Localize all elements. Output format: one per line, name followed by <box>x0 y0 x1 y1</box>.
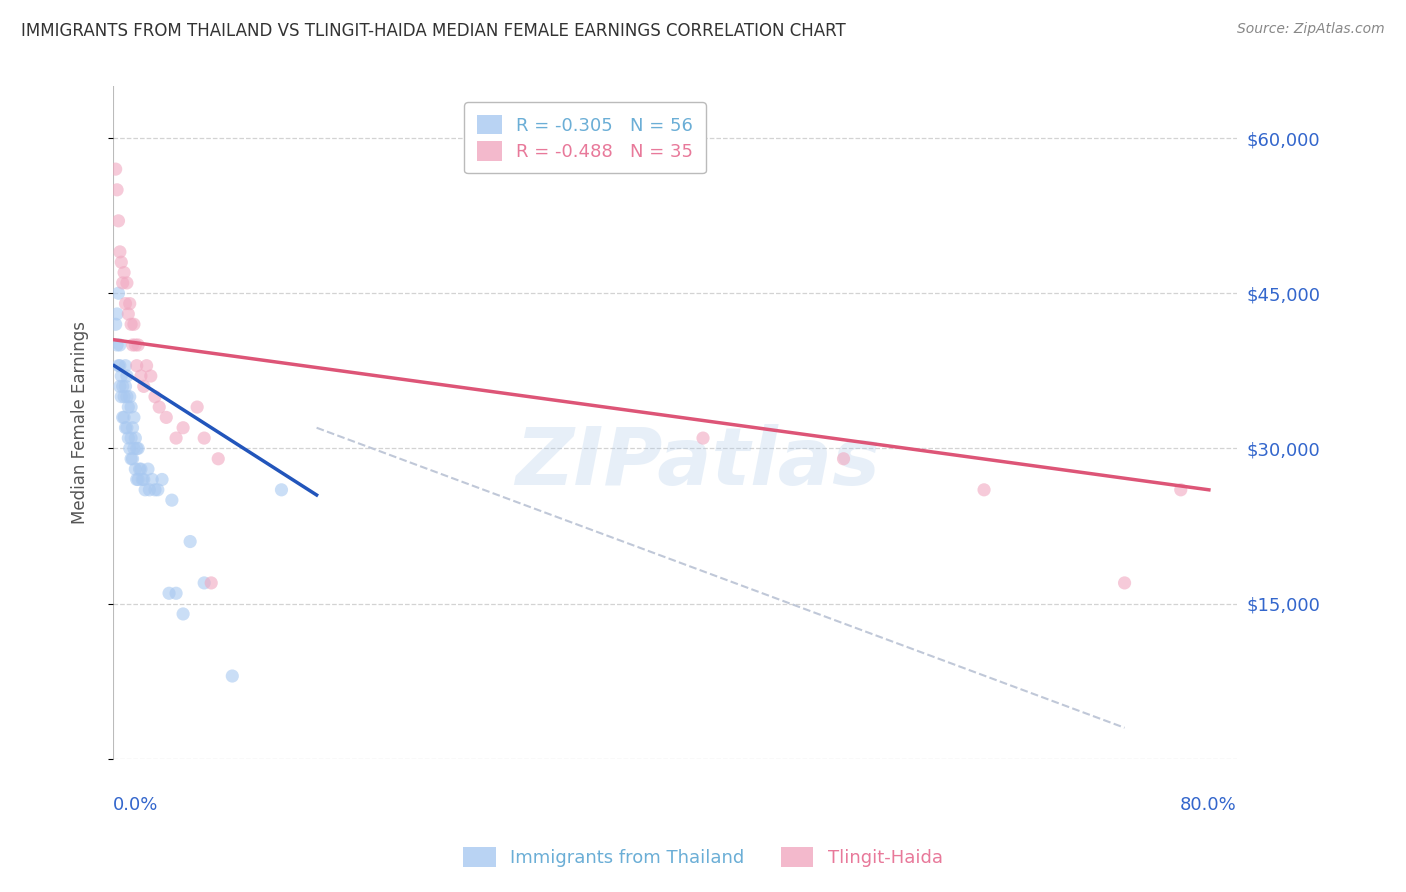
Point <box>270 483 292 497</box>
Point <box>104 162 127 177</box>
Text: 80.0%: 80.0% <box>1180 796 1237 814</box>
Point <box>122 442 145 456</box>
Point <box>120 400 142 414</box>
Point <box>111 379 134 393</box>
Point <box>1170 483 1192 497</box>
Point <box>120 451 142 466</box>
Point <box>207 451 229 466</box>
Point <box>108 379 131 393</box>
Point <box>221 669 243 683</box>
Point <box>114 296 136 310</box>
Point <box>832 451 855 466</box>
Point <box>114 379 136 393</box>
Point <box>692 431 714 445</box>
Point <box>120 431 142 445</box>
Point <box>125 442 148 456</box>
Point <box>973 483 995 497</box>
Point <box>112 410 135 425</box>
Point <box>111 276 134 290</box>
Point <box>200 575 222 590</box>
Point <box>105 338 128 352</box>
Y-axis label: Median Female Earnings: Median Female Earnings <box>72 321 89 524</box>
Point <box>107 214 129 228</box>
Point <box>121 338 143 352</box>
Point <box>110 255 132 269</box>
Point <box>117 431 139 445</box>
Text: Source: ZipAtlas.com: Source: ZipAtlas.com <box>1237 22 1385 37</box>
Point <box>114 421 136 435</box>
Point <box>1114 575 1136 590</box>
Point <box>121 451 143 466</box>
Point <box>120 318 142 332</box>
Text: IMMIGRANTS FROM THAILAND VS TLINGIT-HAIDA MEDIAN FEMALE EARNINGS CORRELATION CHA: IMMIGRANTS FROM THAILAND VS TLINGIT-HAID… <box>21 22 846 40</box>
Point <box>135 359 157 373</box>
Text: ZIPatlas: ZIPatlas <box>515 424 880 502</box>
Point <box>138 483 160 497</box>
Point <box>108 338 131 352</box>
Point <box>105 183 128 197</box>
Point <box>112 390 135 404</box>
Point <box>110 369 132 384</box>
Point <box>111 410 134 425</box>
Point <box>117 307 139 321</box>
Point <box>127 338 149 352</box>
Point <box>122 318 145 332</box>
Point <box>129 369 152 384</box>
Point <box>129 462 152 476</box>
Text: 0.0%: 0.0% <box>112 796 159 814</box>
Point <box>139 369 162 384</box>
Legend: Immigrants from Thailand, Tlingit-Haida: Immigrants from Thailand, Tlingit-Haida <box>456 839 950 874</box>
Point <box>122 410 145 425</box>
Point <box>132 473 155 487</box>
Point <box>107 359 129 373</box>
Point <box>148 400 170 414</box>
Point <box>193 575 215 590</box>
Point <box>124 462 146 476</box>
Point <box>105 307 128 321</box>
Point <box>165 586 187 600</box>
Point <box>114 359 136 373</box>
Point <box>127 473 149 487</box>
Point <box>160 493 183 508</box>
Point <box>179 534 201 549</box>
Point <box>127 442 149 456</box>
Point <box>115 369 138 384</box>
Point <box>155 410 177 425</box>
Point <box>107 286 129 301</box>
Point <box>108 244 131 259</box>
Point <box>118 296 141 310</box>
Point <box>125 359 148 373</box>
Point <box>131 473 153 487</box>
Point <box>115 421 138 435</box>
Point <box>104 318 127 332</box>
Point <box>118 442 141 456</box>
Point <box>157 586 180 600</box>
Point <box>124 338 146 352</box>
Point <box>150 473 173 487</box>
Point <box>165 431 187 445</box>
Point <box>172 421 194 435</box>
Point <box>125 473 148 487</box>
Point <box>193 431 215 445</box>
Point <box>112 266 135 280</box>
Point <box>118 390 141 404</box>
Point <box>110 390 132 404</box>
Point <box>117 400 139 414</box>
Point <box>115 276 138 290</box>
Point <box>143 390 166 404</box>
Point <box>108 359 131 373</box>
Point <box>132 379 155 393</box>
Point <box>121 421 143 435</box>
Point <box>136 462 159 476</box>
Point <box>146 483 169 497</box>
Point <box>143 483 166 497</box>
Point <box>128 462 150 476</box>
Point <box>124 431 146 445</box>
Point <box>186 400 208 414</box>
Point <box>134 483 156 497</box>
Point <box>141 473 163 487</box>
Point <box>172 607 194 621</box>
Legend: R = -0.305   N = 56, R = -0.488   N = 35: R = -0.305 N = 56, R = -0.488 N = 35 <box>464 102 706 173</box>
Point <box>115 390 138 404</box>
